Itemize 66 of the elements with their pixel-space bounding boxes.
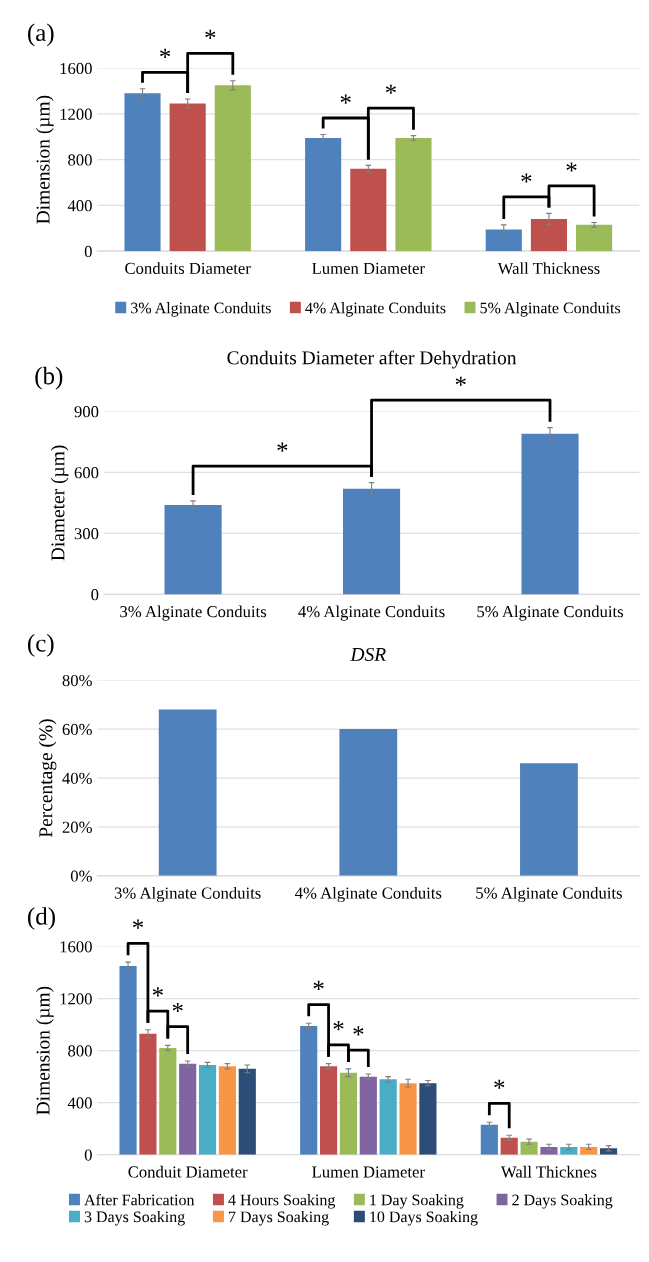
y-tick-label: 0	[84, 245, 92, 258]
legend-label: 4% Alginate Conduits	[305, 302, 446, 317]
text: *	[205, 29, 216, 39]
y-tick-label: 800	[68, 1045, 92, 1057]
y-tick-label: 40%	[62, 772, 92, 785]
legend-label: 5% Alginate Conduits	[480, 302, 621, 317]
annotation: *	[313, 980, 324, 990]
text: (a)	[28, 23, 54, 47]
legend-label: 10 Days Soaking	[370, 1211, 478, 1226]
legend-label: After Fabrication	[84, 1193, 195, 1206]
text: (c)	[28, 634, 54, 657]
legend-label: 2 Days Soaking	[512, 1194, 613, 1209]
x-tick-label: 3% Alginate Conduits	[120, 605, 267, 621]
annotation: *	[172, 1002, 183, 1013]
y-tick-label: 60%	[62, 723, 92, 736]
y-tick-label: 0	[91, 589, 99, 601]
annotation: *	[277, 442, 288, 452]
x-tick-label: Wall Thickness	[497, 262, 600, 275]
x-tick-label: 5% Alginate Conduits	[476, 886, 622, 903]
x-tick-label: 3% Alginate Conduits	[114, 886, 261, 903]
x-tick-label: Lumen Diameter	[312, 1166, 425, 1178]
text: *	[160, 48, 171, 58]
annotation: *	[353, 1026, 364, 1036]
annotation: *	[521, 173, 532, 183]
y-tick-label: 600	[74, 467, 99, 479]
text: *	[455, 376, 466, 386]
y-axis-title: Dimension (µm)	[35, 95, 54, 224]
legend-label: 3 Days Soaking	[84, 1210, 185, 1226]
chart-title: DSR	[350, 647, 386, 661]
y-tick-label: 900	[74, 406, 99, 418]
y-tick-label: 20%	[62, 821, 92, 833]
legend-label: 3% Alginate Conduits	[131, 302, 271, 317]
annotation: *	[152, 987, 163, 997]
text: *	[132, 919, 144, 929]
x-tick-label: 5% Alginate Conduits	[477, 605, 624, 621]
annotation: *	[333, 1021, 344, 1031]
y-tick-label: 1600	[60, 941, 92, 953]
annotation: *	[494, 1079, 505, 1089]
y-tick-label: 1200	[60, 993, 92, 1005]
x-tick-label: 4% Alginate Conduits	[298, 605, 445, 621]
y-tick-label: 0	[84, 1149, 92, 1161]
y-tick-label: 800	[68, 154, 92, 166]
text: (d)	[28, 907, 55, 930]
y-axis-title: Percentage (%)	[38, 719, 57, 838]
legend-label: 7 Days Soaking	[229, 1211, 329, 1226]
y-tick-label: 80%	[62, 674, 92, 687]
y-tick-label: 1200	[60, 108, 92, 120]
chart-title: Conduits Diameter after Dehydration	[227, 350, 517, 369]
x-tick-label: Conduit Diameter	[128, 1165, 248, 1178]
legend-label: 4 Hours Soaking	[228, 1194, 336, 1209]
annotation: *	[340, 94, 351, 104]
legend-label: 1 Day Soaking	[370, 1194, 464, 1209]
y-tick-label: 400	[67, 1097, 92, 1109]
x-tick-label: Lumen Diameter	[312, 262, 425, 274]
y-tick-label: 0%	[70, 870, 92, 882]
annotation: *	[566, 162, 577, 172]
y-tick-label: 400	[67, 200, 92, 212]
y-axis-title: Dimension (µm)	[35, 986, 54, 1115]
annotation: *	[385, 84, 396, 94]
y-tick-label: 300	[74, 528, 99, 540]
text: (b)	[35, 366, 63, 390]
x-tick-label: Conduits Diameter	[125, 262, 251, 274]
y-axis-title: Diameter (µm)	[50, 445, 69, 561]
y-tick-label: 1600	[60, 62, 92, 75]
x-tick-label: 4% Alginate Conduits	[295, 886, 442, 903]
x-tick-label: Wall Thicknes	[500, 1165, 597, 1178]
